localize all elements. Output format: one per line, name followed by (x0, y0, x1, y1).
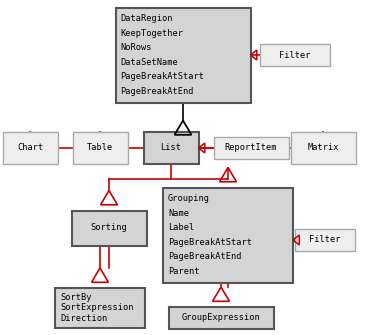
Bar (295, 229, 355, 251)
Bar (213, 137, 288, 159)
Text: SortExpression: SortExpression (60, 304, 134, 313)
Text: Sorting: Sorting (91, 223, 127, 232)
Text: List: List (161, 143, 182, 152)
Bar (143, 132, 198, 164)
Text: Grouping: Grouping (168, 194, 210, 203)
Text: Direction: Direction (60, 314, 107, 323)
Bar (260, 44, 330, 66)
Text: Matrix: Matrix (307, 143, 339, 152)
Bar (163, 188, 293, 282)
Text: Label: Label (168, 223, 194, 232)
Bar (55, 288, 145, 328)
Text: KeepTogether: KeepTogether (120, 29, 183, 38)
Text: GroupExpression: GroupExpression (182, 314, 260, 323)
Bar (168, 307, 273, 329)
Text: Name: Name (168, 209, 189, 218)
Bar (71, 210, 146, 246)
Text: Parent: Parent (168, 267, 199, 276)
Text: PageBreakAtStart: PageBreakAtStart (120, 72, 205, 81)
Text: PageBreakAtStart: PageBreakAtStart (168, 238, 252, 247)
Text: DataRegion: DataRegion (120, 14, 173, 23)
Text: Chart: Chart (17, 143, 43, 152)
Text: NoRows: NoRows (120, 43, 152, 52)
Bar (116, 7, 250, 103)
Text: SortBy: SortBy (60, 293, 92, 302)
Text: ReportItem: ReportItem (225, 143, 277, 152)
Text: Filter: Filter (279, 51, 311, 60)
Bar (291, 132, 355, 164)
Text: DataSetName: DataSetName (120, 58, 178, 67)
Text: Table: Table (87, 143, 113, 152)
Bar (3, 132, 57, 164)
Bar (72, 132, 127, 164)
Text: PageBreakAtEnd: PageBreakAtEnd (168, 252, 242, 261)
Text: Filter: Filter (309, 236, 341, 245)
Text: PageBreakAtEnd: PageBreakAtEnd (120, 87, 194, 96)
